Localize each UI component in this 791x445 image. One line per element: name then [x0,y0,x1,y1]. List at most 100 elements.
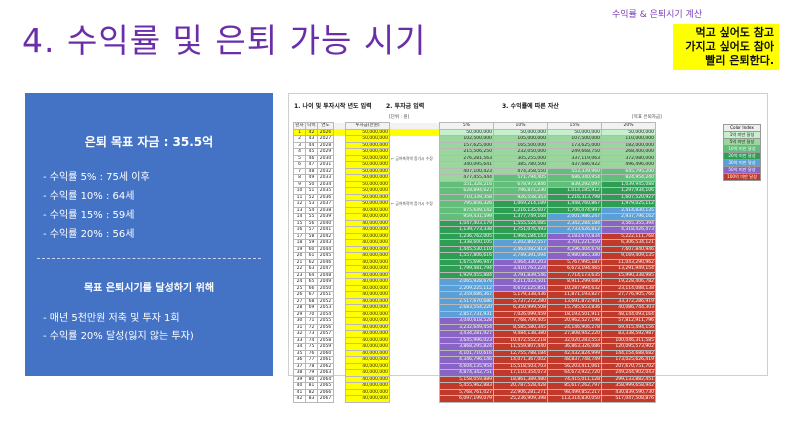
table-row: 18 59 2043 40,000,000 1,338,600,105 2,202,802… [293,239,656,247]
target-label: [목표 은퇴자금] [632,115,662,120]
table-cell: 2053 [317,304,334,312]
note-cell: ← 금여축적액 증가시 수정 [391,201,433,206]
table-cell: 2031 [317,161,334,169]
table-row: 38 79 2063 40,000,000 4,874,342,751 17,110,35… [293,369,656,377]
table-cell: 2045 [317,252,334,260]
section-asset-by-rate: 3. 수익률에 따른 자산 [502,103,559,110]
note-cell [390,396,440,403]
table-row: 11 52 2036 50,000,000 710,339,358 926,558,353… [293,193,656,201]
spacer [389,122,440,129]
table-cell: 2046 [317,258,334,266]
table-cell: 2027 [317,135,334,143]
motto-box: 먹고 싶어도 참고 가지고 싶어도 참아 빨리 은퇴한다. [673,24,779,70]
table-row: 25 66 2050 40,000,000 2,209,225,112 4,672,125… [293,284,656,292]
table-cell: 2035 [317,187,334,195]
table-cell: 2033 [317,174,334,182]
unit-label: [단위 : 원] [389,115,410,120]
table-cell: 2041 [317,226,334,234]
rate-item: - 수익률 15% : 59세 [43,210,135,221]
divider [37,258,261,259]
motto-line: 빨리 은퇴한다. [705,54,774,67]
table-cell: 2056 [317,323,334,331]
table-cell: 2034 [317,180,334,188]
table-row: 33 74 2058 40,000,000 3,645,996,023 10,472,55… [293,336,656,344]
retirement-goal: 은퇴 목표 자금 : 35.5억 [84,135,214,149]
table-cell: 2063 [317,369,334,377]
table-cell: 2058 [317,336,334,344]
rate-item: - 수익률 10% : 64세 [43,191,135,202]
table-row: 29 70 2054 40,000,000 2,857,731,931 7,026,099… [293,310,656,318]
plan-item: - 수익률 20% 달성(잃지 않는 투자) [43,331,194,342]
table-cell: 2043 [317,239,334,247]
legend-entry: 100억 미만 달성 [723,172,761,181]
table-cell: 2030 [317,154,334,162]
table-row: 30 71 2055 40,000,000 3,040,618,528 7,768,709… [293,317,656,325]
rate-item: - 수익률 5% : 75세 이후 [43,172,150,183]
table-row: 40 81 2065 40,000,000 5,455,962,883 20,787,52… [293,382,656,390]
table-cell: 517,047,508,876 [601,395,656,403]
table-row: 7 48 2032 50,000,000 407,100,423 474,358,550 5… [293,167,656,175]
table-row: 35 76 2060 40,000,000 4,101,710,616 12,755,78… [293,349,656,357]
table-cell: 2065 [317,382,334,390]
section-age-input: 1. 나이 및 투자시작 년도 입력 [294,103,372,110]
table-cell: 2060 [317,349,334,357]
table-cell: 2029 [317,148,334,156]
section-investment-input: 2. 투자금 입력 [386,103,425,110]
retirement-summary-panel: 은퇴 목표 자금 : 35.5억 - 수익률 5% : 75세 이후 - 수익률… [25,93,273,376]
legend-entry: 1억 미만 달성 [723,130,761,139]
table-row: 42 83 2067 40,000,000 6,097,199,079 25,236,90… [293,395,656,403]
table-row: 26 67 2051 40,000,000 2,359,686,367 5,179,338… [293,291,656,299]
table-row: 9 50 2034 50,000,000 551,328,216 678,973,846 8… [293,180,656,188]
table-cell: 2055 [317,317,334,325]
table-cell: 2048 [317,271,334,279]
table-cell: 2062 [317,362,334,370]
spreadsheet: 1. 나이 및 투자시작 년도 입력 2. 투자금 입력 3. 수익률에 따른 … [288,93,768,403]
table-cell: 2051 [317,291,334,299]
table-row: 27 68 2052 40,000,000 2,517,670,686 5,737,272… [293,297,656,305]
table-cell: 2061 [317,356,334,364]
table-cell: 6,097,199,079 [439,395,494,403]
table-cell: 2050 [317,284,334,292]
rate-item: - 수익률 20% : 56세 [43,229,135,240]
table-cell: 2040 [317,219,334,227]
table-cell: 2028 [317,141,334,149]
legend-entry: 30억 미만 달성 [723,158,761,167]
table-row: 5 46 2030 50,000,000 ← 금여축적액 증가시 수정 276,281,5… [293,154,656,162]
motto-line: 먹고 싶어도 참고 [695,26,775,39]
corner-label: 수익률 & 은퇴시기 계산 [612,10,703,20]
table-row: 36 77 2061 40,000,000 4,346,796,146 14,071,36… [293,356,656,364]
page-title: 4. 수익률 및 은퇴 가능 시기 [22,21,427,60]
legend-entry: 20억 미만 달성 [723,151,761,160]
table-cell: 2049 [317,278,334,286]
table-row: 23 64 2048 40,000,000 1,929,455,884 3,791,839… [293,271,656,279]
plan-item: - 매년 5천만원 저축 및 투자 1회 [43,313,180,324]
table-cell: 2057 [317,330,334,338]
spacer [333,129,346,136]
table-cell: 40,000,000 [345,395,390,403]
table-cell: 2042 [317,232,334,240]
rate-list: - 수익률 5% : 75세 이후 - 수익률 10% : 64세 - 수익률 … [25,168,273,244]
table-cell: 2054 [317,310,334,318]
asset-table: 년차 나이 연도 투자금(만원) 5% 10% 15% 20% 1 42 2026 5… [293,122,656,403]
table-cell: 2037 [317,200,334,208]
achieve-title: 목표 은퇴시기를 달성하기 위해 [83,283,215,294]
table-cell: 2044 [317,245,334,253]
table-cell: 25,236,909,398 [493,395,548,403]
table-cell: 2064 [317,375,334,383]
table-cell: 2052 [317,297,334,305]
legend-entry: 10억 미만 달성 [723,144,761,153]
color-index-legend: Color Index 1억 미만 달성 5억 미만 달성 10억 미만 달성 20억… [723,124,761,181]
table-cell: 2038 [317,206,334,214]
legend-entry: 5억 미만 달성 [723,137,761,146]
table-cell: 2059 [317,343,334,351]
table-cell: 2066 [317,388,334,396]
motto-line: 가지고 싶어도 참아 [685,40,774,53]
legend-entry: 50억 미만 달성 [723,165,761,174]
note-cell [389,129,440,136]
table-cell: 83 [305,395,318,403]
table-row: 19 60 2044 40,000,000 1,445,530,110 2,463,082… [293,245,656,253]
table-cell: 2047 [317,265,334,273]
table-cell: 2032 [317,167,334,175]
table-row: 28 69 2053 40,000,000 2,683,554,220 6,350,999… [293,304,656,312]
